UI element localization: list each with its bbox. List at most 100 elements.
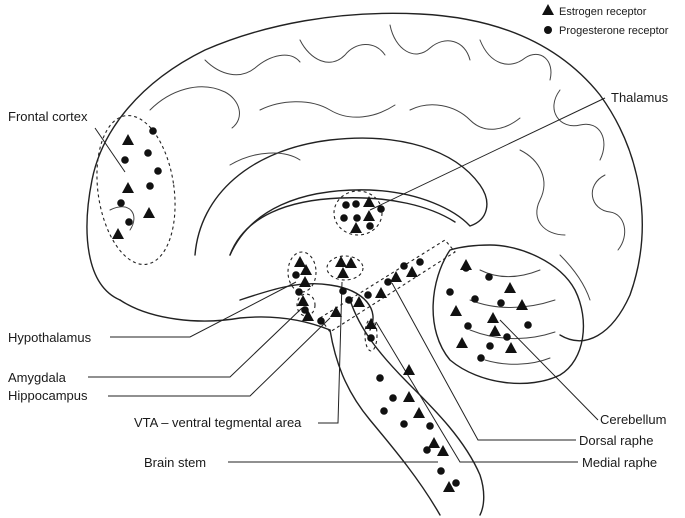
thalamus-leader [369,97,606,211]
progesterone-receptor-marker [364,291,372,299]
progesterone-receptor-marker [486,342,494,350]
progesterone-receptor-marker [446,288,454,296]
progesterone-receptor-marker [353,214,361,222]
progesterone-receptor-marker [477,354,485,362]
progesterone-receptor-marker [524,321,532,329]
estrogen-receptor-marker [437,445,449,456]
estrogen-receptor-marker [335,256,347,267]
leader-lines [88,97,606,463]
label-thalamus: Thalamus [611,90,669,105]
label-hippocampus: Hippocampus [8,388,88,403]
label-dorsal-raphe: Dorsal raphe [579,433,653,448]
label-cerebellum: Cerebellum [600,412,666,427]
amygdala-leader [88,307,303,378]
estrogen-receptor-marker [403,364,415,375]
legend-progesterone-label: Progesterone receptor [559,25,669,37]
progesterone-receptor-marker [144,149,152,157]
cerebrum-outline [86,12,643,342]
estrogen-receptor-marker [443,481,455,492]
estrogen-receptor-marker [122,134,134,145]
progesterone-receptor-marker [464,322,472,330]
frontal-cortex-leader [94,127,126,173]
region-labels: Frontal cortex Thalamus Hypothalamus Amy… [8,90,669,470]
progesterone-receptor-marker [377,205,385,213]
progesterone-receptor-marker [125,218,133,226]
region-outlines [96,114,456,352]
progesterone-receptor-marker [117,199,125,207]
progesterone-receptor-marker [416,258,424,266]
progesterone-receptor-marker [389,394,397,402]
vta-region [326,255,364,281]
progesterone-receptor-marker [317,317,325,325]
estrogen-receptor-marker [413,407,425,418]
progesterone-receptor-marker [503,333,511,341]
estrogen-receptor-marker [122,182,134,193]
progesterone-receptor-marker [342,201,350,209]
label-brain-stem: Brain stem [144,455,206,470]
estrogen-receptor-marker [299,276,311,287]
progesterone-receptor-marker [462,264,470,272]
progesterone-receptor-marker [471,295,479,303]
progesterone-receptor-marker [149,127,157,135]
frontal-cortex-region [96,114,176,266]
progesterone-receptor-marker [295,288,303,296]
legend: Estrogen receptor Progesterone receptor [542,4,669,37]
label-frontal-cortex: Frontal cortex [8,109,88,124]
estrogen-receptor-marker [345,257,357,268]
estrogen-receptor-marker [375,287,387,298]
estrogen-receptor-marker [112,228,124,239]
estrogen-receptor-marker [300,264,312,275]
progesterone-receptor-marker [146,182,154,190]
estrogen-receptor-marker [505,342,517,353]
estrogen-receptor-marker [297,295,309,306]
legend-progesterone-dot [544,26,552,34]
hippocampus-curve [239,282,374,331]
estrogen-receptor-marker [353,296,365,307]
amygdala-region [296,293,316,317]
progesterone-receptor-marker [452,479,460,487]
receptor-markers [112,127,532,492]
hypothalamus-leader [110,281,297,338]
dorsal-raphe-leader [391,282,576,441]
label-amygdala: Amygdala [8,370,67,385]
estrogen-receptor-marker [487,312,499,323]
estrogen-receptor-marker [390,271,402,282]
progesterone-receptor-marker [367,334,375,342]
legend-estrogen-triangle [542,4,554,15]
estrogen-receptor-marker [406,266,418,277]
estrogen-receptor-marker [428,437,440,448]
brain-gyri [109,24,626,365]
estrogen-receptor-marker [403,391,415,402]
progesterone-receptor-marker [352,200,360,208]
vta-leader [318,281,343,424]
medial-raphe-leader [375,321,578,463]
progesterone-receptor-marker [154,167,162,175]
legend-estrogen-label: Estrogen receptor [559,6,647,18]
estrogen-receptor-marker [365,318,377,329]
progesterone-receptor-marker [485,273,493,281]
progesterone-receptor-marker [400,420,408,428]
estrogen-receptor-marker [456,337,468,348]
progesterone-receptor-marker [376,374,384,382]
estrogen-receptor-marker [363,196,375,207]
estrogen-receptor-marker [489,325,501,336]
estrogen-receptor-marker [516,299,528,310]
estrogen-receptor-marker [143,207,155,218]
progesterone-receptor-marker [400,262,408,270]
cerebellum-outline [432,244,585,385]
progesterone-receptor-marker [301,306,309,314]
estrogen-receptor-marker [350,222,362,233]
progesterone-receptor-marker [423,446,431,454]
temporal-lobe-outline [119,299,331,331]
label-hypothalamus: Hypothalamus [8,330,92,345]
brain-outline [86,12,643,516]
thalamus-region [333,190,383,236]
inner-callosum [229,197,456,256]
progesterone-receptor-marker [437,467,445,475]
progesterone-receptor-marker [426,422,434,430]
progesterone-receptor-marker [384,278,392,286]
estrogen-receptor-marker [330,306,342,317]
progesterone-receptor-marker [339,287,347,295]
estrogen-receptor-marker [504,282,516,293]
